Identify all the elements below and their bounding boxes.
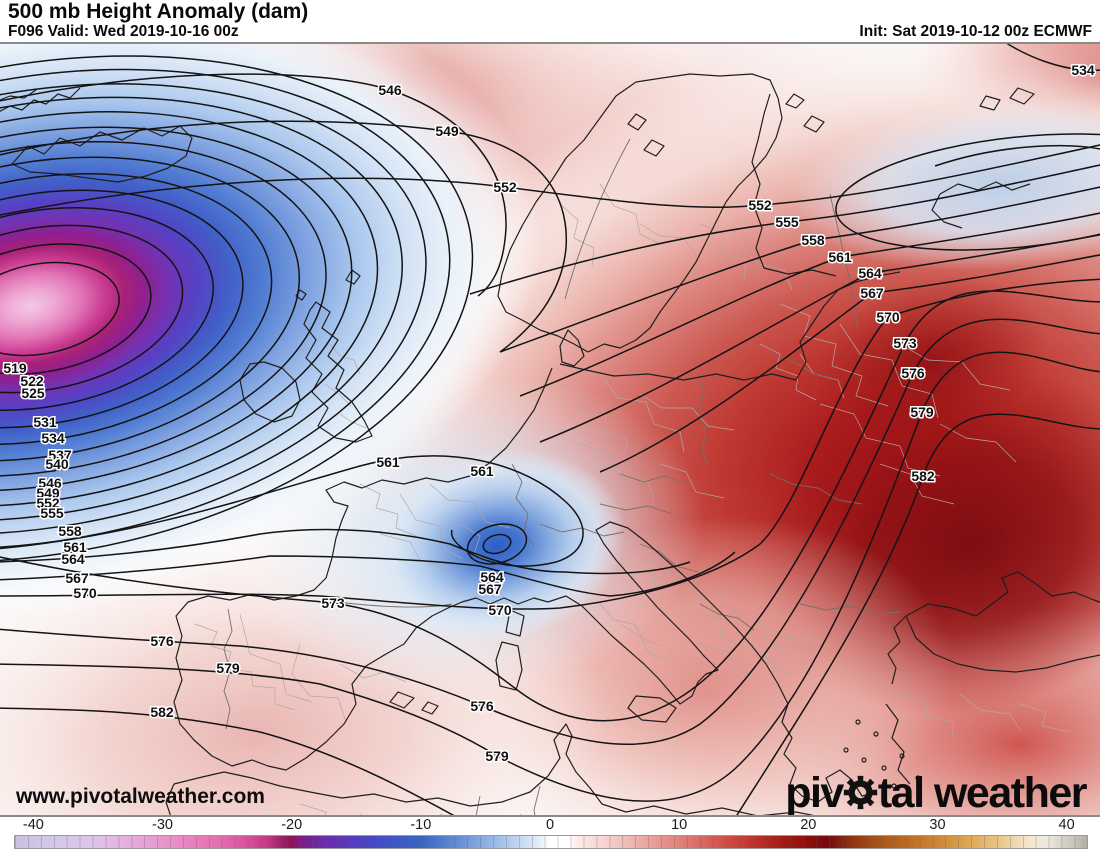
contour-label: 576 — [150, 633, 174, 649]
colorbar-tick--40: -40 — [22, 817, 44, 833]
contour-label: 573 — [893, 335, 917, 351]
contour-label: 558 — [58, 523, 82, 539]
contours-layer — [0, 44, 1100, 815]
contour-label: 570 — [488, 602, 512, 618]
contour-label: 561 — [470, 463, 494, 479]
contour-label: 552 — [493, 179, 517, 195]
contour-label: 519 — [3, 360, 27, 376]
contour-label: 561 — [63, 539, 87, 555]
contour-label: 576 — [470, 698, 494, 714]
contour-label: 534 — [41, 430, 65, 446]
contour-label: 552 — [36, 495, 60, 511]
colorbar-tick-20: 20 — [800, 817, 817, 833]
valid-time-label: F096 Valid: Wed 2019-10-16 00z — [8, 23, 239, 40]
anomaly-field-layer — [0, 44, 1100, 815]
colorbar-tick-10: 10 — [671, 817, 688, 833]
contour-label: 564 — [858, 265, 882, 281]
gear-icon — [843, 775, 877, 810]
contour-label: 582 — [150, 704, 174, 720]
contour-label: 552 — [748, 197, 772, 213]
logo-text-weather: weather — [933, 769, 1088, 815]
map-area: 519 522 525 531 534 537 540 546 549 552 555 558 561 5… — [0, 44, 1100, 815]
contour-label: 540 — [45, 456, 69, 472]
init-time-label: Init: Sat 2019-10-12 00z ECMWF — [859, 23, 1092, 40]
coastlines-layer — [0, 73, 1100, 815]
watermark: www.pivotalweather.com — [16, 785, 265, 808]
contour-label: 522 — [20, 373, 44, 389]
brand-logo: piv tal weather — [785, 769, 1088, 815]
contour-label: 567 — [860, 285, 884, 301]
contour-label: 570 — [73, 585, 97, 601]
contour-label: 558 — [801, 232, 825, 248]
colorbar-cell-grid — [15, 836, 1087, 848]
colorbar-tick-30: 30 — [929, 817, 946, 833]
contour-label: 525 — [21, 385, 45, 401]
colorbar — [14, 835, 1088, 849]
contour-label: 561 — [828, 249, 852, 265]
colorbar-tick--10: -10 — [410, 817, 432, 833]
contour-label: 567 — [65, 570, 89, 586]
logo-text-piv: piv — [785, 769, 844, 815]
colorbar-tick--30: -30 — [152, 817, 173, 833]
contour-label: 534 — [1071, 62, 1095, 78]
logo-text-tal: tal — [877, 769, 925, 815]
colorbar-tick--20: -20 — [281, 817, 303, 833]
contour-label: 573 — [321, 595, 345, 611]
colorbar-tick-0: 0 — [545, 817, 555, 833]
contour-label: 549 — [36, 485, 60, 501]
contour-label: 579 — [216, 660, 240, 676]
contour-label: 579 — [485, 748, 509, 764]
contour-labels-layer: 5195225255315345375405465495525555585615… — [2, 61, 1097, 766]
contour-label: 567 — [478, 581, 502, 597]
page-title: 500 mb Height Anomaly (dam) — [8, 0, 309, 23]
contour-label: 561 — [376, 454, 400, 470]
contour-label: 555 — [775, 214, 799, 230]
contour-label: 531 — [33, 414, 57, 430]
contour-label: 582 — [911, 468, 935, 484]
contour-label: 555 — [40, 505, 64, 521]
contour-label: 564 — [61, 551, 85, 567]
contour-label: 576 — [901, 365, 925, 381]
contour-label: 546 — [38, 475, 62, 491]
anomaly-map: 5195225255315345375405465495525555585615… — [0, 44, 1100, 815]
colorbar-area: -40 -30 -20 -10 0 10 20 30 40 — [0, 815, 1100, 850]
colorbar-tick-40: 40 — [1058, 817, 1075, 833]
contour-label: 579 — [910, 404, 934, 420]
contour-label: 549 — [435, 123, 459, 139]
contour-label: 546 — [378, 82, 402, 98]
contour-label: 570 — [876, 309, 900, 325]
header-bar: 500 mb Height Anomaly (dam) F096 Valid: … — [0, 0, 1100, 44]
contour-label: 564 — [480, 569, 504, 585]
contour-label: 537 — [48, 447, 72, 463]
